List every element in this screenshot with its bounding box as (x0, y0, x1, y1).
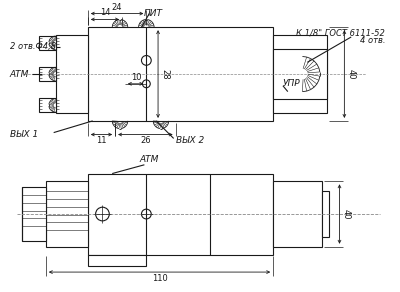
Text: 11: 11 (96, 136, 107, 145)
Bar (39, 36, 56, 50)
Text: АТМ: АТМ (10, 69, 29, 79)
Bar (22, 187, 46, 241)
Bar (39, 67, 56, 81)
Text: УПР: УПР (283, 79, 300, 88)
Text: 4 отв.: 4 отв. (360, 36, 385, 45)
Text: 24: 24 (112, 3, 122, 12)
Circle shape (142, 80, 150, 88)
Text: 2 отв.Ф4,8: 2 отв.Ф4,8 (10, 42, 56, 51)
Bar (88, 27, 273, 121)
Text: 10: 10 (131, 73, 142, 82)
Text: 28: 28 (160, 69, 169, 79)
Bar (88, 255, 146, 266)
Bar (322, 191, 329, 237)
Text: АТМ: АТМ (140, 155, 159, 164)
Bar (46, 181, 88, 247)
Text: К 1/8" ГОСТ 6111-52: К 1/8" ГОСТ 6111-52 (296, 29, 385, 38)
Text: 110: 110 (152, 274, 167, 283)
Bar (273, 181, 322, 247)
Bar (39, 98, 56, 112)
Text: 26: 26 (140, 136, 151, 145)
Bar (273, 49, 327, 99)
Text: ПИТ: ПИТ (144, 9, 163, 18)
Circle shape (142, 55, 151, 65)
Circle shape (142, 209, 151, 219)
Circle shape (96, 207, 109, 221)
Bar (88, 173, 273, 255)
Bar (56, 35, 88, 113)
Text: 40: 40 (346, 69, 355, 79)
Text: ВЫХ 2: ВЫХ 2 (176, 136, 204, 145)
Text: ВЫХ 1: ВЫХ 1 (10, 130, 38, 139)
Bar (273, 35, 327, 113)
Text: 14: 14 (100, 8, 110, 18)
Text: 40: 40 (342, 209, 350, 219)
